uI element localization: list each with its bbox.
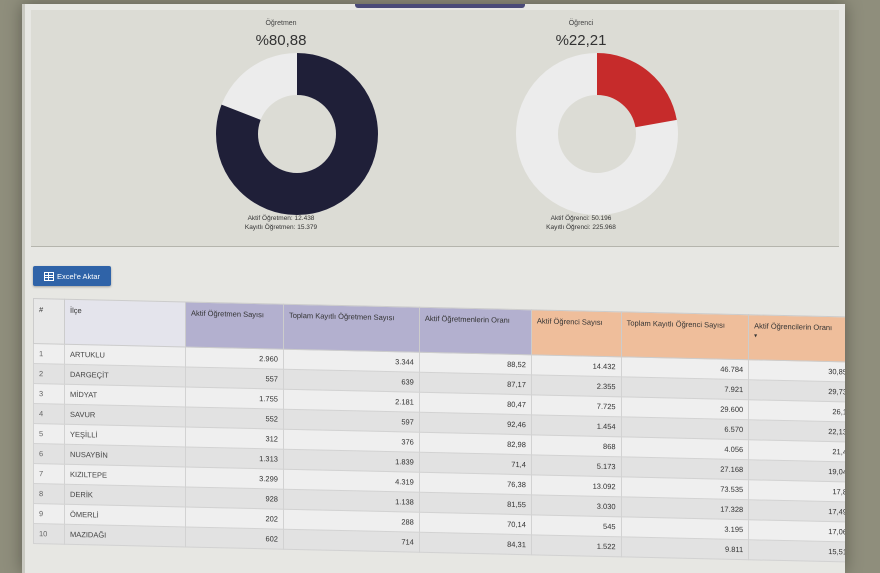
row-total-students: 9.811 [621, 536, 749, 560]
row-student-ratio: 26,1 [748, 399, 845, 423]
row-index: 3 [33, 383, 65, 405]
student-legend-active: Aktif Öğrenci: 50.196 [550, 215, 612, 222]
teacher-donut-chart [216, 53, 378, 215]
row-active-teachers: 2.960 [185, 346, 284, 370]
row-active-students: 545 [531, 514, 622, 537]
row-student-ratio: 15,51 [748, 539, 845, 563]
row-teacher-ratio: 92,46 [419, 412, 532, 435]
row-student-ratio: 30,85 [748, 359, 845, 383]
row-student-ratio: 17,8 [748, 479, 845, 503]
student-ratio-label: Aktif Öğrencilerin Oranı [754, 321, 833, 333]
row-teacher-ratio: 88,52 [419, 352, 532, 375]
row-ilce: DERİK [64, 484, 186, 507]
row-index: 2 [33, 363, 65, 385]
row-active-students: 1.454 [531, 414, 622, 437]
row-ilce: SAVUR [64, 404, 186, 427]
teacher-donut-block: Öğretmen %80,88 Aktif Öğretmen: 12.438 K… [179, 14, 419, 244]
row-student-ratio: 21,4 [748, 439, 845, 463]
excel-export-label: Excel'e Aktar [56, 271, 101, 281]
row-teacher-ratio: 80,47 [419, 392, 532, 415]
student-chart-title: Öğrenci [568, 20, 594, 27]
row-active-students: 3.030 [531, 494, 622, 517]
teacher-chart-legend: Aktif Öğretmen: 12.438 Kayıtlı Öğretmen:… [161, 214, 401, 232]
row-index: 9 [33, 503, 65, 525]
col-header-teacher-ratio[interactable]: Aktif Öğretmenlerin Oranı [419, 307, 532, 355]
col-header-active-teachers[interactable]: Aktif Öğretmen Sayısı [185, 301, 284, 350]
col-header-student-ratio[interactable]: Aktif Öğrencilerin Oranı ▾ [748, 314, 845, 363]
browser-viewport: Öğretmen %80,88 Aktif Öğretmen: 12.438 K… [22, 4, 845, 573]
row-student-ratio: 19,04 [748, 459, 845, 483]
row-active-teachers: 312 [185, 426, 284, 450]
row-active-students: 7.725 [531, 394, 622, 417]
sort-desc-icon: ▾ [754, 333, 758, 340]
col-header-total-students[interactable]: Toplam Kayıtlı Öğrenci Sayısı [621, 311, 749, 360]
teacher-legend-total: Kayıtlı Öğretmen: 15.379 [244, 224, 318, 231]
row-total-teachers: 714 [283, 529, 420, 553]
row-index: 6 [33, 443, 65, 465]
row-active-teachers: 552 [185, 406, 284, 430]
row-ilce: MİDYAT [64, 384, 186, 407]
row-ilce: KIZILTEPE [64, 464, 186, 487]
row-ilce: DARGEÇİT [64, 364, 186, 387]
student-chart-legend: Aktif Öğrenci: 50.196 Kayıtlı Öğrenci: 2… [461, 214, 701, 232]
col-header-total-teachers[interactable]: Toplam Kayıtlı Öğretmen Sayısı [283, 304, 420, 353]
row-student-ratio: 17,49 [748, 499, 845, 523]
row-teacher-ratio: 84,31 [419, 532, 532, 555]
top-nav-bar [355, 4, 525, 8]
row-active-students: 13.092 [531, 474, 622, 497]
row-index: 7 [33, 463, 65, 485]
excel-export-button[interactable]: Excel'e Aktar [33, 266, 111, 286]
district-stats-table: # İlçe Aktif Öğretmen Sayısı Toplam Kayı… [33, 298, 845, 563]
row-student-ratio: 29,73 [748, 379, 845, 403]
teacher-active-segment [216, 53, 378, 215]
row-active-students: 14.432 [531, 354, 622, 377]
col-header-active-students[interactable]: Aktif Öğrenci Sayısı [531, 309, 622, 357]
teacher-percent: %80,88 [255, 32, 307, 49]
row-ilce: MAZIDAĞI [64, 524, 186, 547]
row-index: 8 [33, 483, 65, 505]
row-active-teachers: 1.313 [185, 446, 284, 470]
teacher-chart-title: Öğretmen [265, 20, 297, 27]
student-percent: %22,21 [555, 32, 607, 49]
row-ilce: YEŞİLLİ [64, 424, 186, 447]
student-legend-total: Kayıtlı Öğrenci: 225.968 [546, 224, 616, 231]
row-active-teachers: 202 [185, 506, 284, 530]
row-active-students: 5.173 [531, 454, 622, 477]
col-header-index[interactable]: # [33, 298, 65, 345]
student-donut-chart [516, 53, 678, 215]
row-teacher-ratio: 87,17 [419, 372, 532, 395]
row-ilce: ARTUKLU [64, 344, 186, 367]
row-teacher-ratio: 70,14 [419, 512, 532, 535]
row-active-students: 2.355 [531, 374, 622, 397]
row-active-teachers: 3.299 [185, 466, 284, 490]
row-active-teachers: 1.755 [185, 386, 284, 410]
row-ilce: ÖMERLİ [64, 504, 186, 527]
row-teacher-ratio: 81,55 [419, 492, 532, 515]
table-body: 1 ARTUKLU 2.960 3.344 88,52 14.432 46.784 30,85… [33, 343, 845, 563]
row-teacher-ratio: 76,38 [419, 472, 532, 495]
student-donut-block: Öğrenci %22,21 Aktif Öğrenci: 50.196 Kay… [479, 14, 719, 244]
row-active-teachers: 928 [185, 486, 284, 510]
row-index: 4 [33, 403, 65, 425]
row-index: 1 [33, 343, 65, 365]
row-active-teachers: 557 [185, 366, 284, 390]
row-teacher-ratio: 71,4 [419, 452, 532, 475]
row-active-teachers: 602 [185, 526, 284, 550]
table-icon [43, 271, 54, 281]
row-student-ratio: 17,06 [748, 519, 845, 543]
row-teacher-ratio: 82,98 [419, 432, 532, 455]
teacher-legend-active: Aktif Öğretmen: 12.438 [247, 215, 315, 222]
row-active-students: 868 [531, 434, 622, 457]
row-index: 5 [33, 423, 65, 445]
charts-panel: Öğretmen %80,88 Aktif Öğretmen: 12.438 K… [31, 10, 839, 247]
row-ilce: NUSAYBİN [64, 444, 186, 467]
student-active-segment [516, 53, 678, 215]
row-student-ratio: 22,13 [748, 419, 845, 443]
col-header-ilce[interactable]: İlçe [64, 299, 186, 347]
row-active-students: 1.522 [531, 534, 622, 557]
row-index: 10 [33, 523, 65, 545]
